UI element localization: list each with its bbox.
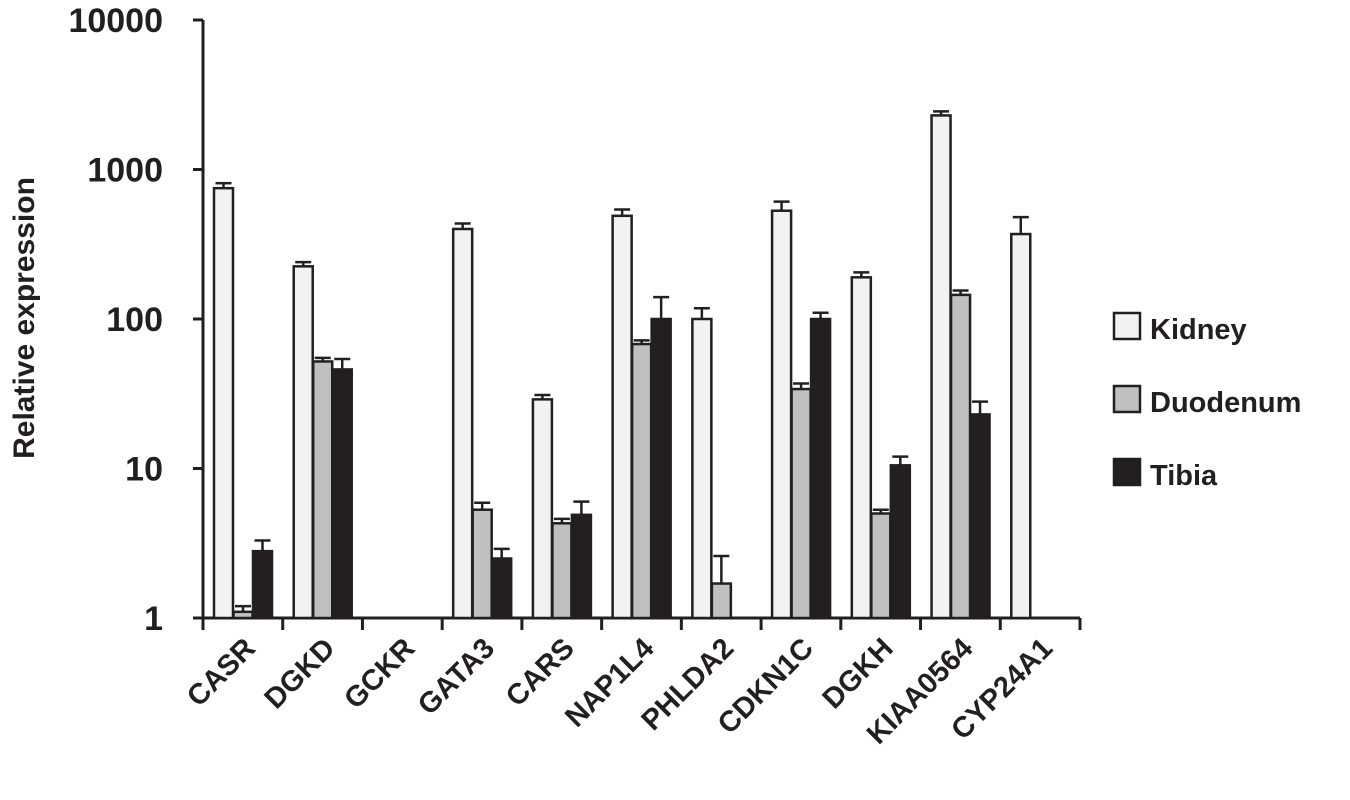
bar-tibia [490, 557, 513, 620]
bar-duodenum [630, 342, 653, 620]
bar-duodenum [311, 360, 334, 620]
bar-kidney [850, 276, 873, 620]
bar-duodenum [471, 508, 493, 620]
bar-duodenum [790, 387, 812, 620]
bar-tibia [570, 513, 593, 620]
bar-kidney [451, 227, 474, 620]
x-category-label: GATA3 [412, 632, 501, 721]
bars [212, 110, 1032, 620]
bar-duodenum [232, 610, 254, 620]
bar-duodenum [551, 522, 573, 620]
bar-kidney [691, 317, 713, 620]
bar-tibia [251, 549, 274, 620]
y-tick-label: 1000 [87, 152, 163, 190]
bar-kidney [212, 186, 235, 620]
bar-duodenum [870, 512, 892, 620]
y-tick-label: 1 [144, 600, 163, 638]
legend-label-kidney: Kidney [1150, 314, 1247, 346]
y-tick-label: 10000 [68, 2, 163, 40]
bar-tibia [650, 317, 672, 620]
legend-swatch-tibia [1112, 457, 1142, 487]
legend-label-duodenum: Duodenum [1150, 387, 1301, 419]
y-axis-label: Relative expression [8, 177, 41, 459]
legend-swatch-duodenum [1112, 384, 1142, 414]
bar-kidney [292, 265, 314, 620]
legend-label-tibia: Tibia [1150, 460, 1218, 492]
bar-kidney [930, 114, 952, 620]
bar-duodenum [949, 293, 972, 620]
legend: Kidney Duodenum Tibia [1112, 311, 1301, 492]
bar-kidney [531, 398, 554, 620]
y-tick-label: 10 [125, 451, 163, 489]
x-category-label: CASR [181, 632, 262, 713]
bar-tibia [809, 317, 832, 620]
bar-tibia [889, 464, 912, 620]
bar-kidney [770, 209, 793, 620]
x-category-label: DGKD [259, 632, 342, 715]
x-category-label: GCKR [338, 632, 421, 715]
bar-duodenum [710, 582, 733, 620]
y-tick-labels: 1 10 100 1000 10000 [68, 2, 163, 638]
bar-tibia [331, 368, 353, 620]
bar-kidney [611, 214, 633, 620]
bar-tibia [969, 413, 991, 620]
x-category-labels: CASRDGKDGCKRGATA3CARSNAP1L4PHLDA2CDKN1CD… [181, 632, 1059, 750]
legend-swatch-kidney [1112, 311, 1142, 341]
y-tick-label: 100 [106, 301, 163, 339]
bar-kidney [1010, 232, 1032, 620]
